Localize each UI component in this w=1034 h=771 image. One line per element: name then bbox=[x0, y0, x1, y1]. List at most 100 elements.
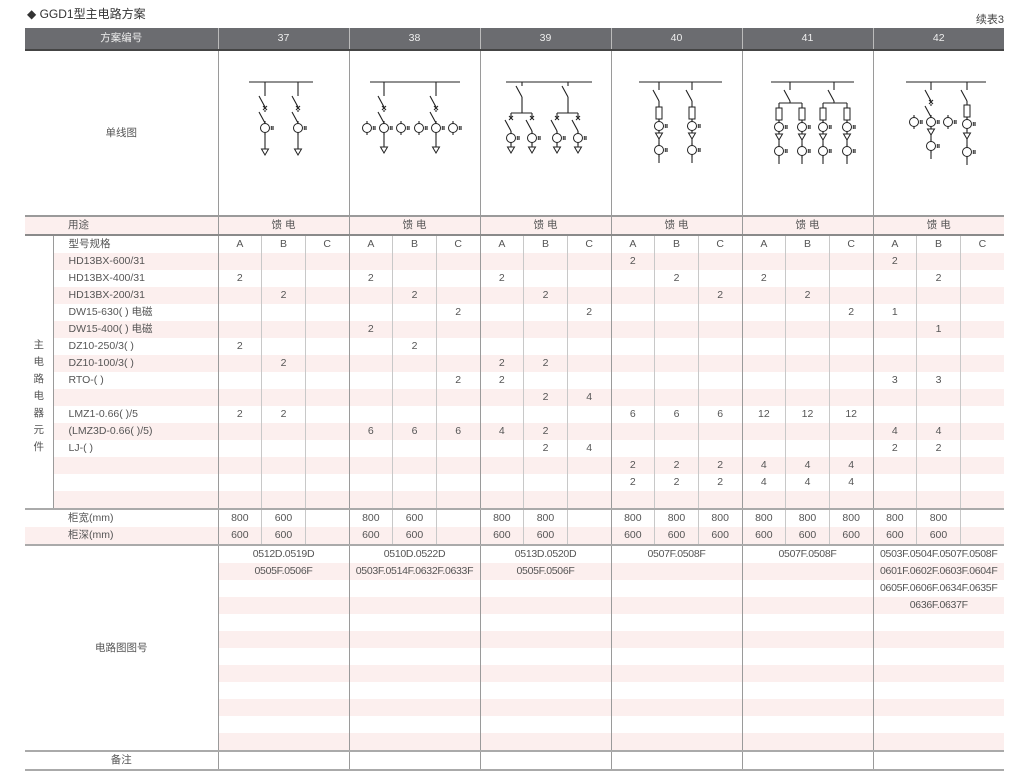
single-line-diagram-svg bbox=[248, 81, 313, 156]
arrow-icon bbox=[687, 132, 696, 140]
circuit-drawing-number: 0507F.0508F bbox=[610, 544, 742, 563]
component-quantity bbox=[392, 457, 437, 474]
component-quantity bbox=[348, 372, 393, 389]
switch-icon bbox=[258, 95, 265, 108]
breaker-mark-icon bbox=[381, 105, 386, 111]
component-quantity: 4 bbox=[785, 474, 830, 491]
component-name bbox=[52, 474, 218, 491]
component-quantity: 2 bbox=[479, 355, 524, 372]
component-quantity: 2 bbox=[566, 304, 611, 321]
component-quantity bbox=[610, 491, 655, 509]
component-name: RTO-( ) bbox=[52, 372, 218, 389]
component-quantity bbox=[566, 270, 611, 287]
component-quantity bbox=[217, 423, 262, 440]
switch-icon bbox=[515, 85, 522, 98]
component-quantity bbox=[217, 355, 262, 372]
component-quantity bbox=[217, 321, 262, 338]
circuit-drawing-number bbox=[479, 716, 611, 733]
component-quantity bbox=[785, 423, 830, 440]
component-quantity bbox=[348, 474, 393, 491]
component-name: LJ-( ) bbox=[52, 440, 218, 457]
single-line-diagram-svg bbox=[361, 81, 462, 154]
component-quantity bbox=[741, 338, 786, 355]
component-quantity bbox=[435, 440, 480, 457]
circuit-drawing-number: 0505F.0506F bbox=[217, 563, 349, 580]
circuit-drawing-number bbox=[741, 631, 873, 648]
component-quantity bbox=[828, 389, 873, 406]
component-quantity: 4 bbox=[828, 457, 873, 474]
component-quantity: 12 bbox=[785, 406, 830, 423]
circuit-drawing-number bbox=[872, 665, 1004, 682]
component-quantity bbox=[392, 474, 437, 491]
component-quantity bbox=[785, 338, 830, 355]
component-quantity: 2 bbox=[697, 474, 742, 491]
circuit-drawing-number bbox=[741, 580, 873, 597]
component-quantity: 2 bbox=[479, 372, 524, 389]
component-quantity bbox=[610, 338, 655, 355]
circuit-drawing-number bbox=[610, 716, 742, 733]
cabinet-width-value: 800 bbox=[697, 508, 742, 527]
single-line-diagram-42 bbox=[872, 50, 1004, 217]
component-quantity bbox=[959, 440, 1004, 457]
component-quantity bbox=[479, 457, 524, 474]
circuit-drawing-number bbox=[741, 699, 873, 716]
component-name bbox=[52, 389, 218, 406]
component-quantity bbox=[566, 338, 611, 355]
component-quantity bbox=[392, 406, 437, 423]
breaker-mark-icon bbox=[928, 99, 933, 105]
component-quantity bbox=[523, 321, 568, 338]
component-quantity: 4 bbox=[785, 457, 830, 474]
component-quantity bbox=[304, 457, 349, 474]
component-quantity bbox=[828, 287, 873, 304]
cabinet-depth-value: 600 bbox=[828, 527, 873, 545]
component-quantity bbox=[916, 287, 961, 304]
component-quantity bbox=[654, 304, 699, 321]
component-quantity bbox=[261, 253, 306, 270]
group-label-char: 件 bbox=[33, 440, 45, 453]
component-quantity bbox=[348, 287, 393, 304]
component-name: DW15-400( ) 电磁 bbox=[52, 321, 218, 338]
single-line-diagram-38 bbox=[348, 50, 480, 217]
component-quantity bbox=[785, 389, 830, 406]
remarks-value bbox=[217, 750, 349, 771]
switch-icon bbox=[525, 119, 532, 132]
cabinet-depth-value: 600 bbox=[523, 527, 568, 545]
component-quantity bbox=[566, 457, 611, 474]
component-quantity bbox=[348, 491, 393, 509]
table-row: RTO-( ) 2 2 3 3 bbox=[25, 372, 1004, 389]
group-label-char: 电 bbox=[33, 389, 45, 402]
table-row: HD13BX-600/31 2 2 bbox=[25, 253, 1004, 270]
cabinet-depth-value: 600 bbox=[610, 527, 655, 545]
circuit-drawing-number bbox=[872, 733, 1004, 751]
single-line-diagram-label: 单线图 bbox=[25, 50, 218, 217]
component-quantity bbox=[304, 253, 349, 270]
component-quantity: 4 bbox=[741, 474, 786, 491]
component-quantity bbox=[959, 423, 1004, 440]
component-quantity bbox=[217, 474, 262, 491]
group-label-char: 路 bbox=[33, 372, 45, 385]
fuse-icon bbox=[843, 107, 850, 121]
breaker-mark-icon bbox=[508, 115, 513, 121]
component-quantity bbox=[654, 423, 699, 440]
switch-icon bbox=[685, 89, 692, 102]
component-quantity bbox=[697, 355, 742, 372]
component-quantity: 4 bbox=[828, 474, 873, 491]
circuit-drawing-number bbox=[610, 682, 742, 699]
subcolumn-header: C bbox=[828, 235, 873, 253]
cabinet-depth-value: 600 bbox=[872, 527, 917, 545]
circuit-drawing-number bbox=[217, 733, 349, 751]
component-quantity bbox=[304, 372, 349, 389]
component-quantity bbox=[828, 355, 873, 372]
switch-icon bbox=[561, 85, 568, 98]
table-row: 柜深(mm) 600 600 600 600 600 600 600 600 600 600 600 6… bbox=[25, 527, 1004, 545]
circuit-drawing-number bbox=[872, 699, 1004, 716]
current-transformer-icon bbox=[841, 146, 852, 156]
cabinet-depth-value: 600 bbox=[392, 527, 437, 545]
cabinet-depth-value: 600 bbox=[479, 527, 524, 545]
breaker-mark-icon bbox=[529, 115, 534, 121]
group-label-char: 元 bbox=[33, 423, 45, 436]
component-quantity: 1 bbox=[872, 304, 917, 321]
component-quantity: 4 bbox=[479, 423, 524, 440]
circuit-drawing-number: 0512D.0519D bbox=[217, 544, 349, 563]
circuit-drawing-number bbox=[872, 682, 1004, 699]
